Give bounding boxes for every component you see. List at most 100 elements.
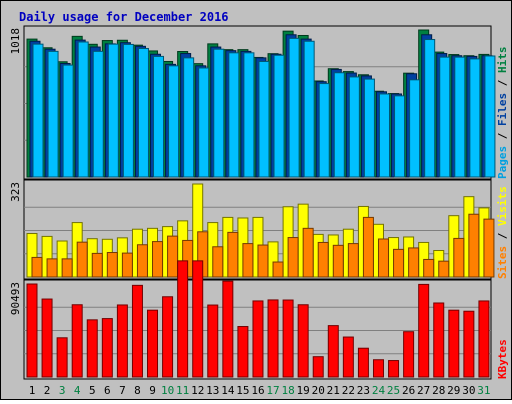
bar-pages-day-16 [258, 60, 270, 178]
x-tick-label-13: 13 [206, 384, 219, 397]
x-tick-label-17: 17 [266, 384, 279, 397]
bar-pages-day-7 [122, 43, 134, 178]
legend-separator: / [496, 73, 509, 93]
bar-sites-day-4 [76, 241, 88, 278]
bar-kbytes-day-26 [403, 331, 415, 378]
legend-label-hits: Hits [496, 47, 509, 74]
bar-kbytes-day-1 [26, 283, 38, 378]
panel-1-axis-legend: Pages / Files / Hits [496, 47, 509, 180]
bar-kbytes-day-5 [86, 319, 98, 378]
bar-pages-day-27 [424, 39, 436, 178]
x-tick-label-3: 3 [59, 384, 66, 397]
bar-sites-day-17 [272, 261, 284, 278]
x-tick-label-9: 9 [149, 384, 156, 397]
bar-kbytes-day-29 [448, 309, 460, 378]
bar-kbytes-day-27 [418, 283, 430, 378]
bar-pages-day-2 [47, 50, 59, 178]
bar-pages-day-29 [454, 56, 466, 178]
bar-kbytes-day-9 [147, 309, 159, 378]
bar-pages-day-28 [439, 56, 451, 178]
x-tick-label-2: 2 [44, 384, 51, 397]
bar-kbytes-day-23 [357, 347, 369, 378]
bar-sites-day-3 [61, 258, 73, 278]
bar-pages-day-9 [153, 55, 165, 178]
bar-sites-day-8 [136, 244, 148, 278]
bar-sites-day-13 [212, 246, 224, 278]
panel-2-ymax-label: 323 [9, 182, 22, 202]
bar-pages-day-8 [137, 47, 149, 178]
bar-pages-day-22 [348, 76, 360, 178]
bar-kbytes-day-2 [41, 298, 53, 378]
bar-pages-day-21 [333, 72, 345, 178]
x-tick-label-14: 14 [221, 384, 235, 397]
x-tick-label-11: 11 [176, 384, 189, 397]
bar-pages-day-6 [107, 43, 119, 178]
bar-sites-day-31 [483, 218, 495, 278]
bar-sites-day-29 [453, 237, 465, 278]
bar-sites-day-2 [46, 258, 58, 278]
bar-kbytes-day-21 [327, 325, 339, 378]
x-tick-label-29: 29 [447, 384, 460, 397]
bar-sites-day-27 [423, 258, 435, 278]
bar-kbytes-day-22 [342, 336, 354, 378]
bar-sites-day-30 [468, 213, 480, 278]
x-tick-label-26: 26 [402, 384, 415, 397]
legend-label-files: Files [496, 93, 509, 126]
bar-sites-day-6 [106, 252, 118, 278]
panel-2-axis-legend: Sites / Visits [496, 186, 509, 279]
bar-sites-day-10 [167, 235, 179, 278]
panel-3-ymax-label: 90493 [9, 282, 22, 315]
legend-separator: / [496, 226, 509, 246]
bar-sites-day-7 [121, 252, 133, 278]
bar-pages-day-31 [484, 55, 496, 178]
x-tick-label-21: 21 [327, 384, 340, 397]
bar-pages-day-24 [378, 93, 390, 178]
bar-kbytes-day-7 [116, 304, 128, 378]
bar-pages-day-3 [62, 64, 74, 178]
bar-kbytes-day-24 [372, 359, 384, 378]
bar-pages-day-10 [168, 65, 180, 178]
bar-pages-day-1 [32, 43, 44, 178]
bar-pages-day-19 [303, 40, 315, 178]
x-tick-label-22: 22 [342, 384, 355, 397]
bar-sites-day-21 [332, 244, 344, 278]
bar-kbytes-day-17 [267, 299, 279, 378]
bar-kbytes-day-13 [207, 304, 219, 378]
bar-sites-day-26 [408, 247, 420, 278]
legend-label-sites: Sites [496, 246, 509, 279]
bar-pages-day-12 [198, 67, 210, 178]
bar-pages-day-14 [228, 52, 240, 178]
panel-3-axis-legend: KBytes [496, 339, 509, 379]
bar-kbytes-day-20 [312, 356, 324, 378]
x-tick-label-27: 27 [417, 384, 430, 397]
bar-sites-day-24 [377, 238, 389, 278]
x-tick-label-8: 8 [134, 384, 141, 397]
bar-sites-day-9 [152, 241, 164, 278]
bar-pages-day-4 [77, 41, 89, 178]
bar-sites-day-19 [302, 227, 314, 278]
bar-kbytes-day-14 [222, 280, 234, 378]
bar-kbytes-day-11 [177, 260, 189, 378]
bar-kbytes-day-6 [101, 318, 113, 378]
x-tick-label-5: 5 [89, 384, 96, 397]
legend-label-visits: Visits [496, 186, 509, 226]
bar-pages-day-20 [318, 83, 330, 178]
bar-sites-day-23 [362, 216, 374, 278]
x-tick-label-23: 23 [357, 384, 370, 397]
bar-sites-day-20 [317, 241, 329, 278]
bar-sites-day-18 [287, 237, 299, 278]
bar-sites-day-28 [438, 260, 450, 278]
bar-sites-day-5 [91, 252, 103, 278]
bar-kbytes-day-12 [192, 260, 204, 378]
bar-sites-day-15 [242, 243, 254, 278]
bar-sites-day-25 [393, 248, 405, 278]
bar-pages-day-18 [288, 37, 300, 178]
x-tick-label-12: 12 [191, 384, 204, 397]
bar-kbytes-day-15 [237, 326, 249, 378]
bar-kbytes-day-19 [297, 304, 309, 378]
bar-kbytes-day-10 [162, 296, 174, 378]
x-tick-label-7: 7 [119, 384, 126, 397]
bar-pages-day-23 [363, 78, 375, 178]
